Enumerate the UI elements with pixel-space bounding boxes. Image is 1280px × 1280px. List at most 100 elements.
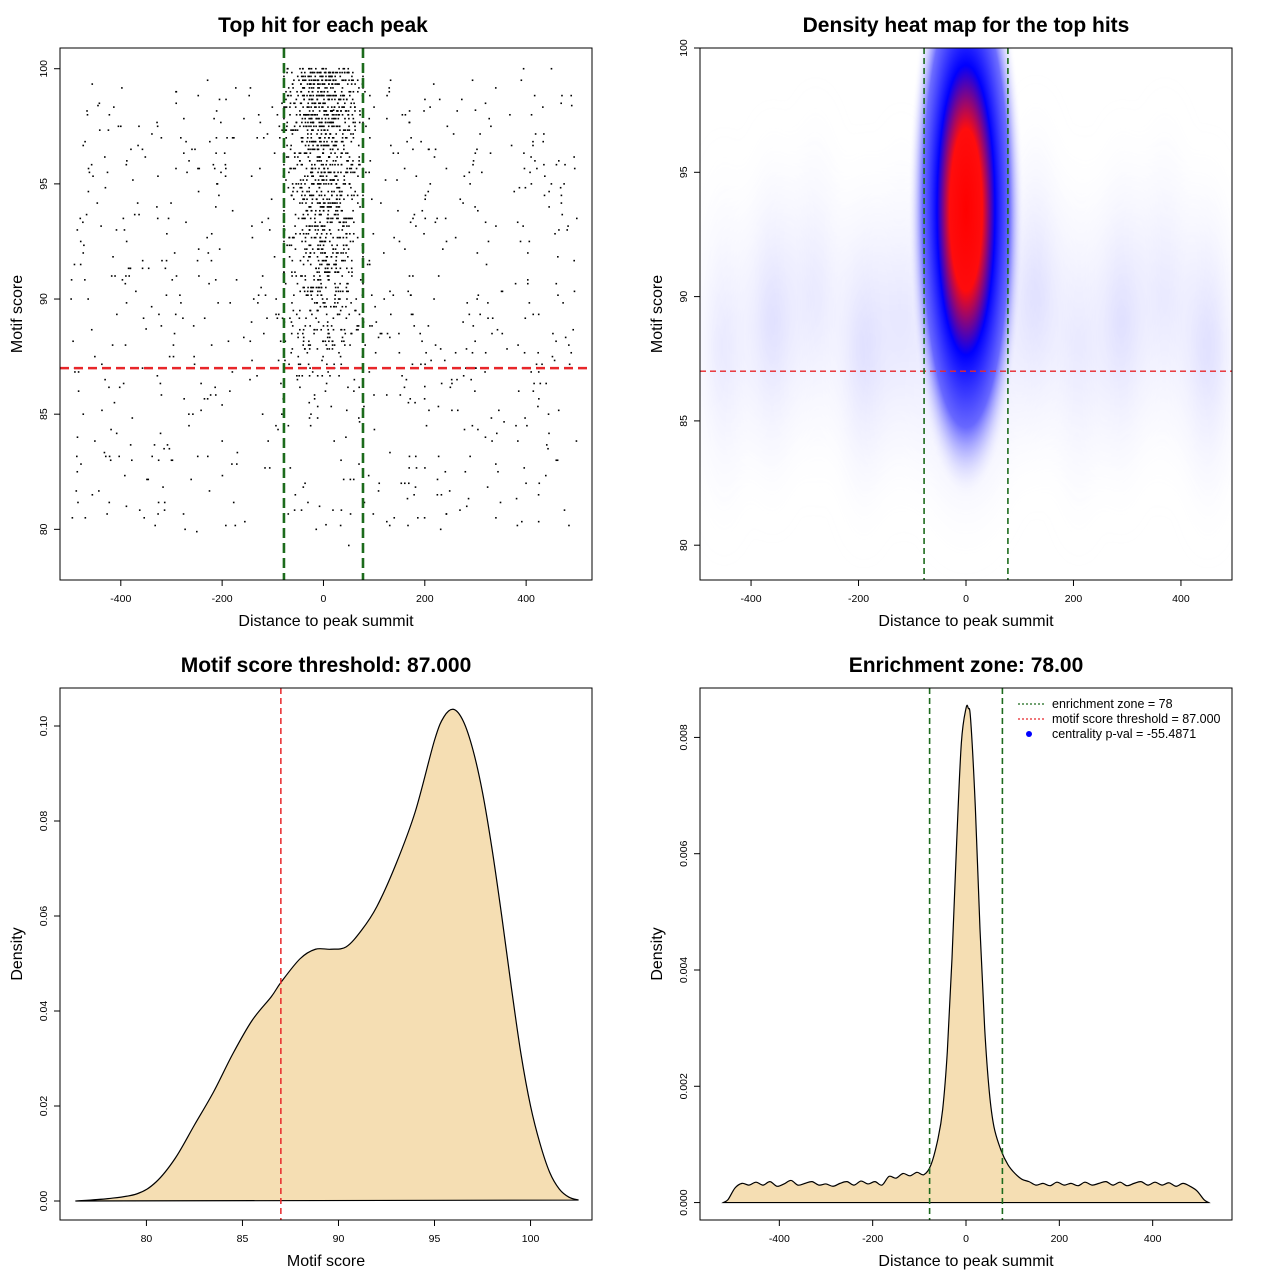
scatter-point — [304, 175, 306, 178]
scatter-point — [248, 94, 251, 97]
scatter-point — [545, 382, 547, 385]
scatter-point — [314, 75, 317, 78]
scatter-point — [327, 217, 329, 220]
scatter-point — [192, 325, 195, 327]
scatter-point — [326, 336, 329, 339]
scatter-point — [310, 294, 313, 296]
scatter-point — [278, 125, 281, 128]
scatter-point — [114, 275, 116, 277]
scatter-point — [331, 83, 334, 85]
scatter-point — [325, 305, 327, 308]
scatter-point — [348, 217, 351, 220]
scatter-point — [409, 221, 412, 224]
scatter-point — [307, 213, 309, 216]
scatter-point — [296, 378, 299, 381]
scatter-point — [275, 298, 277, 300]
scatter-point — [311, 148, 313, 151]
scatter-point — [129, 267, 132, 270]
scatter-point — [338, 67, 340, 70]
scatter-point — [336, 202, 338, 204]
scatter-point — [94, 355, 96, 358]
scatter-point — [344, 121, 346, 124]
scatter-point — [308, 98, 311, 101]
scatter-point — [398, 332, 400, 335]
scatter-point — [308, 229, 311, 231]
scatter-point — [328, 206, 331, 208]
scatter-point — [231, 463, 233, 465]
scatter-point — [343, 175, 346, 178]
scatter-point — [533, 94, 536, 97]
scatter-point — [124, 344, 127, 346]
scatter-point — [345, 152, 347, 154]
scatter-point — [346, 98, 348, 101]
scatter-point — [316, 271, 319, 273]
scatter-point — [532, 313, 535, 316]
scatter-point — [308, 186, 311, 189]
scatter-point — [304, 75, 306, 78]
scatter-point — [294, 232, 297, 235]
scatter-point — [570, 94, 573, 97]
scatter-point — [424, 467, 426, 469]
scatter-point — [469, 183, 471, 185]
scatter-point — [279, 340, 282, 343]
scatter-point — [313, 125, 315, 128]
scatter-point — [322, 244, 325, 247]
scatter-point — [326, 298, 328, 300]
scatter-point — [294, 225, 296, 227]
scatter-point — [309, 309, 312, 312]
scatter-point — [347, 271, 350, 273]
scatter-point — [340, 363, 343, 366]
scatter-point — [318, 102, 320, 105]
scatter-point — [561, 94, 563, 97]
scatter-point — [323, 183, 325, 185]
scatter-point — [423, 110, 425, 112]
scatter-point — [314, 79, 317, 82]
scatter-point — [356, 79, 359, 82]
scatter-point — [301, 117, 304, 120]
scatter-point — [343, 340, 345, 343]
scatter-point — [326, 144, 329, 147]
scatter-point — [383, 298, 386, 300]
scatter-point — [338, 106, 340, 108]
scatter-point — [352, 133, 354, 135]
scatter-point — [302, 256, 305, 258]
scatter-point — [313, 83, 316, 85]
scatter-point — [310, 133, 313, 135]
scatter-point — [305, 294, 308, 296]
scatter-point — [216, 183, 218, 185]
scatter-point — [319, 75, 321, 78]
scatter-point — [338, 186, 341, 189]
scatter-point — [74, 371, 76, 373]
scatter-point — [300, 83, 302, 85]
scatter-point — [305, 125, 308, 128]
scatter-point — [313, 217, 316, 220]
scatter-point — [317, 71, 319, 74]
scatter-point — [378, 482, 381, 485]
scatter-point — [307, 294, 309, 296]
scatter-point — [330, 87, 332, 89]
scatter-point — [401, 113, 404, 116]
scatter-point — [356, 194, 359, 197]
scatter-point — [127, 267, 130, 270]
scatter-point — [309, 252, 312, 254]
scatter-point — [573, 290, 576, 293]
scatter-point — [425, 351, 427, 354]
scatter-point — [273, 152, 276, 154]
scatter-point — [291, 259, 294, 262]
scatter-point — [125, 302, 128, 304]
scatter-point — [335, 183, 338, 185]
scatter-point — [325, 67, 327, 70]
scatter-point — [317, 87, 319, 89]
scatter-point — [550, 183, 553, 185]
scatter-point — [351, 98, 354, 101]
scatter-point — [570, 104, 573, 107]
scatter-point — [319, 102, 322, 105]
scatter-point — [264, 467, 266, 469]
scatter-point — [369, 160, 372, 162]
x-tick-label: -400 — [741, 593, 762, 605]
scatter-point — [470, 378, 472, 381]
scatter-point — [337, 179, 339, 181]
scatter-point — [150, 305, 153, 308]
scatter-point — [345, 286, 348, 289]
scatter-point — [298, 317, 301, 320]
